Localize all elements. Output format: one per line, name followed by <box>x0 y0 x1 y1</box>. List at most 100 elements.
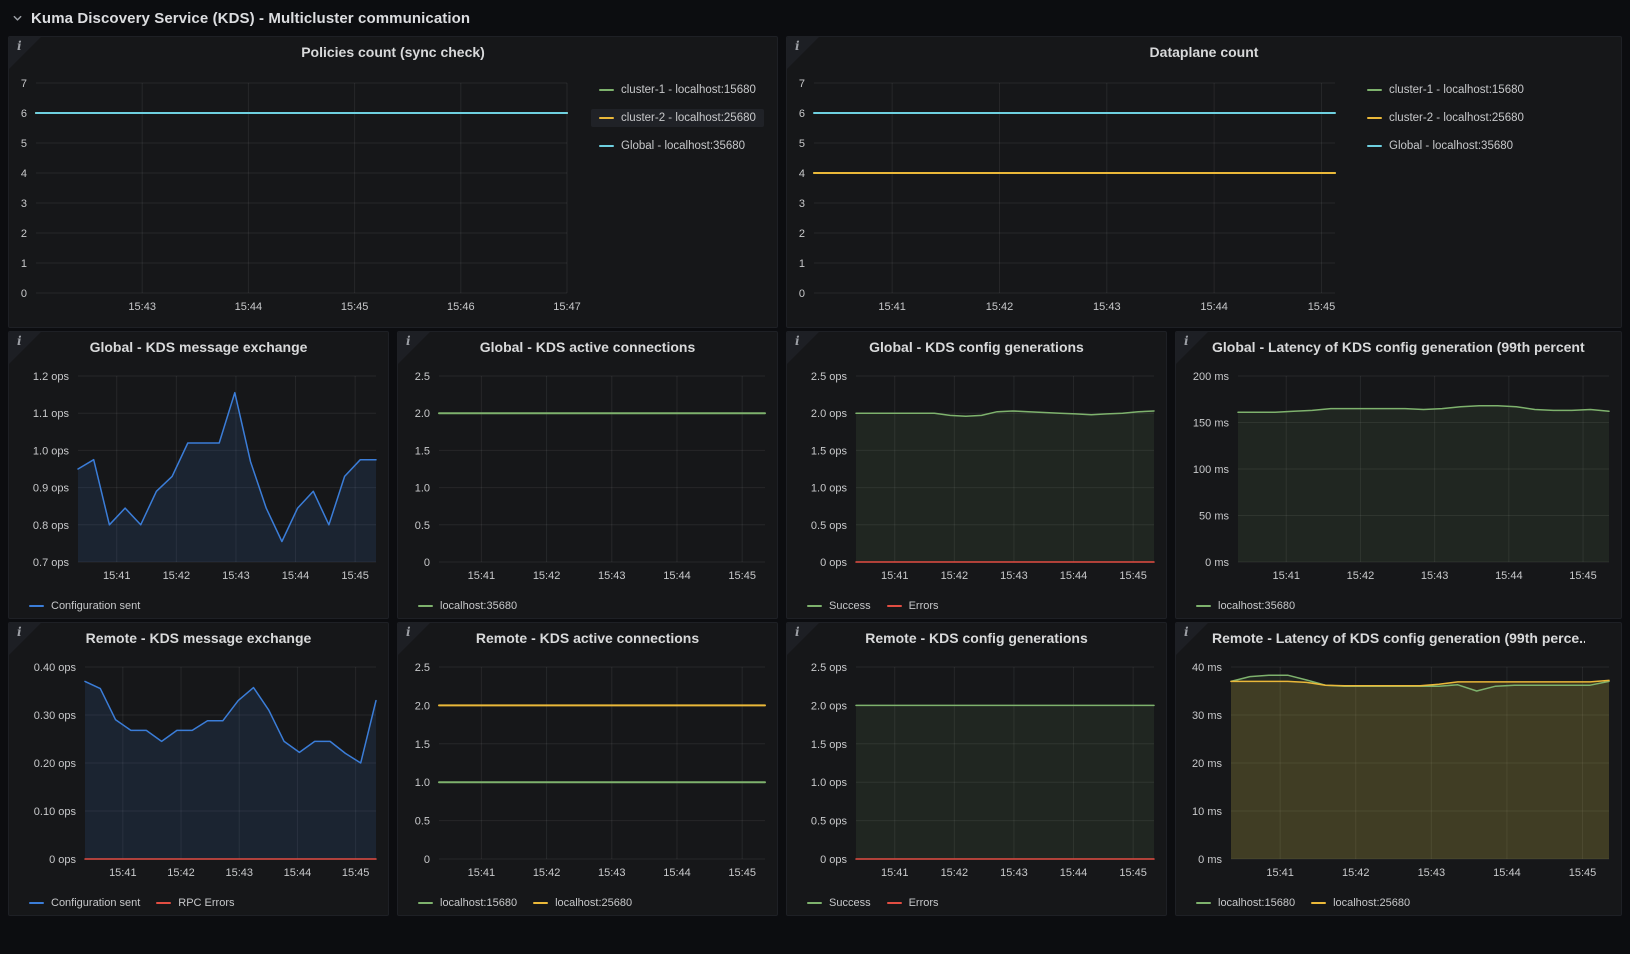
svg-text:1.0: 1.0 <box>415 777 430 789</box>
legend-label: Success <box>829 897 871 909</box>
chart-canvas[interactable]: 0.7 ops0.8 ops0.9 ops1.0 ops1.1 ops1.2 o… <box>9 332 389 619</box>
svg-text:1.5 ops: 1.5 ops <box>811 445 848 457</box>
info-icon[interactable]: i <box>406 334 411 348</box>
svg-text:2.5 ops: 2.5 ops <box>811 662 848 674</box>
legend-item[interactable]: cluster-2 - localhost:25680 <box>591 109 764 127</box>
svg-text:0.9 ops: 0.9 ops <box>33 483 70 495</box>
svg-text:15:43: 15:43 <box>598 570 626 582</box>
svg-text:15:43: 15:43 <box>128 301 156 313</box>
panel-title[interactable]: Remote - KDS message exchange <box>45 630 352 646</box>
legend-item[interactable]: Global - localhost:35680 <box>1359 137 1532 155</box>
legend-item[interactable]: Success <box>807 897 871 909</box>
legend-label: cluster-2 - localhost:25680 <box>621 112 756 124</box>
svg-text:1: 1 <box>21 258 27 270</box>
svg-text:0: 0 <box>21 288 27 300</box>
legend-item[interactable]: cluster-2 - localhost:25680 <box>1359 109 1532 127</box>
row-title[interactable]: Kuma Discovery Service (KDS) - Multiclus… <box>31 10 470 27</box>
chart-canvas[interactable]: 00.51.01.52.02.515:4115:4215:4315:4415:4… <box>398 332 778 619</box>
info-icon[interactable]: i <box>795 39 800 53</box>
legend-item[interactable]: localhost:25680 <box>533 897 632 909</box>
grid-lines <box>439 667 765 859</box>
legend-item[interactable]: localhost:25680 <box>1311 897 1410 909</box>
svg-text:15:44: 15:44 <box>663 570 691 582</box>
panel-remote-kds-active-connections: i Remote - KDS active connections 00.51.01… <box>397 622 778 916</box>
chart-canvas[interactable]: 0 ms10 ms20 ms30 ms40 ms15:4115:4215:431… <box>1176 623 1622 916</box>
svg-text:0: 0 <box>424 557 430 569</box>
info-icon[interactable]: i <box>17 39 22 53</box>
svg-text:15:42: 15:42 <box>533 570 561 582</box>
info-icon[interactable]: i <box>17 625 22 639</box>
legend-item[interactable]: Configuration sent <box>29 897 140 909</box>
legend-item[interactable]: RPC Errors <box>156 897 234 909</box>
legend-item[interactable]: localhost:35680 <box>1196 600 1295 612</box>
panel-title[interactable]: Global - Latency of KDS config generatio… <box>1212 339 1585 355</box>
legend-item[interactable]: cluster-1 - localhost:15680 <box>591 81 764 99</box>
svg-text:0.5: 0.5 <box>415 520 430 532</box>
svg-text:100 ms: 100 ms <box>1193 464 1230 476</box>
panel-title[interactable]: Global - KDS active connections <box>434 339 741 355</box>
panel-corner-flap <box>787 37 819 69</box>
panel-remote-kds-message-exchange: i Remote - KDS message exchange0 ops0.10 … <box>8 622 389 916</box>
grid-lines <box>814 83 1335 293</box>
legend-item[interactable]: Global - localhost:35680 <box>591 137 764 155</box>
legend-item[interactable]: Configuration sent <box>29 600 140 612</box>
svg-text:7: 7 <box>799 78 805 90</box>
info-icon[interactable]: i <box>795 334 800 348</box>
svg-text:15:43: 15:43 <box>1000 867 1028 879</box>
axis-labels: 00.51.01.52.02.515:4115:4215:4315:4415:4… <box>415 371 756 582</box>
chart-canvas[interactable]: 00.51.01.52.02.515:4115:4215:4315:4415:4… <box>398 623 778 916</box>
dashboard-row-header[interactable]: Kuma Discovery Service (KDS) - Multiclus… <box>0 0 1630 36</box>
legend-item[interactable]: localhost:15680 <box>1196 897 1295 909</box>
legend: localhost:35680 <box>1196 600 1295 612</box>
chart-canvas[interactable]: 0 ops0.10 ops0.20 ops0.30 ops0.40 ops15:… <box>9 623 389 916</box>
legend-label: Global - localhost:35680 <box>1389 140 1513 152</box>
svg-text:0 ms: 0 ms <box>1198 854 1222 866</box>
legend-item[interactable]: localhost:35680 <box>418 600 517 612</box>
panel-title[interactable]: Remote - KDS active connections <box>434 630 741 646</box>
info-icon[interactable]: i <box>1184 334 1189 348</box>
svg-text:1.2 ops: 1.2 ops <box>33 371 70 383</box>
panel-title[interactable]: Global - KDS config generations <box>823 339 1130 355</box>
info-icon[interactable]: i <box>795 625 800 639</box>
chart-canvas[interactable]: 0 ops0.5 ops1.0 ops1.5 ops2.0 ops2.5 ops… <box>787 332 1167 619</box>
svg-text:15:45: 15:45 <box>342 867 370 879</box>
chevron-down-icon[interactable] <box>10 11 24 25</box>
legend-item[interactable]: Errors <box>887 600 939 612</box>
svg-text:15:47: 15:47 <box>553 301 581 313</box>
legend-item[interactable]: Errors <box>887 897 939 909</box>
legend-item[interactable]: Success <box>807 600 871 612</box>
svg-text:2.0: 2.0 <box>415 700 430 712</box>
legend-item[interactable]: cluster-1 - localhost:15680 <box>1359 81 1532 99</box>
panel-title[interactable]: Dataplane count <box>823 44 1585 60</box>
svg-text:0 ops: 0 ops <box>820 854 847 866</box>
svg-text:15:41: 15:41 <box>881 570 909 582</box>
legend-item[interactable]: localhost:15680 <box>418 897 517 909</box>
axis-labels: 00.51.01.52.02.515:4115:4215:4315:4415:4… <box>415 662 756 879</box>
svg-text:0.40 ops: 0.40 ops <box>34 662 77 674</box>
panel-title[interactable]: Remote - KDS config generations <box>823 630 1130 646</box>
svg-text:15:41: 15:41 <box>1266 867 1294 879</box>
legend-series-color-icon <box>29 605 44 607</box>
grid-lines <box>36 83 567 293</box>
panel-title[interactable]: Global - KDS message exchange <box>45 339 352 355</box>
svg-text:15:42: 15:42 <box>533 867 561 879</box>
panel-corner-flap <box>9 332 41 364</box>
chevron-down-glyph <box>12 13 23 24</box>
legend-label: Configuration sent <box>51 897 140 909</box>
info-icon[interactable]: i <box>1184 625 1189 639</box>
legend-series-color-icon <box>1196 605 1211 607</box>
panel-title[interactable]: Remote - Latency of KDS config generatio… <box>1212 630 1585 646</box>
legend-label: localhost:35680 <box>440 600 517 612</box>
info-icon[interactable]: i <box>17 334 22 348</box>
svg-text:15:42: 15:42 <box>1342 867 1370 879</box>
legend-label: localhost:25680 <box>555 897 632 909</box>
svg-text:15:44: 15:44 <box>663 867 691 879</box>
info-icon[interactable]: i <box>406 625 411 639</box>
panel-title[interactable]: Policies count (sync check) <box>45 44 741 60</box>
legend-label: Errors <box>909 600 939 612</box>
chart-canvas[interactable]: 0 ms50 ms100 ms150 ms200 ms15:4115:4215:… <box>1176 332 1622 619</box>
svg-text:15:41: 15:41 <box>881 867 909 879</box>
chart-canvas[interactable]: 0 ops0.5 ops1.0 ops1.5 ops2.0 ops2.5 ops… <box>787 623 1167 916</box>
panel-global-kds-config-generations: i Global - KDS config generations0 ops0.5… <box>786 331 1167 619</box>
svg-text:5: 5 <box>21 138 27 150</box>
